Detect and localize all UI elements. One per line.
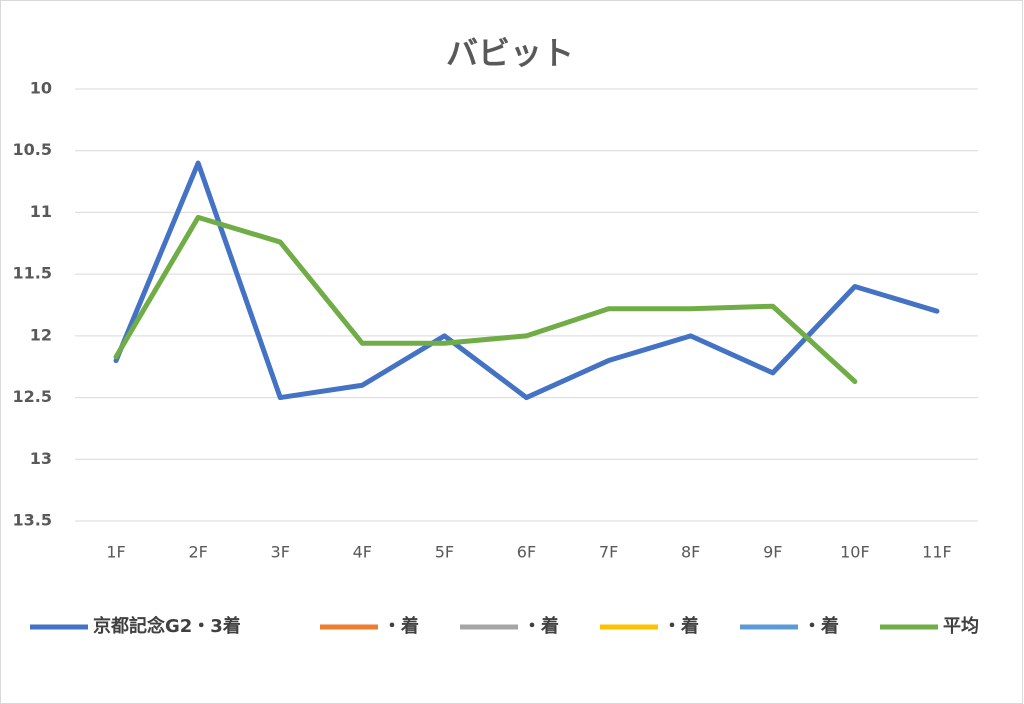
legend-label: 平均 [943,615,979,637]
x-tick-label: 3F [271,543,290,562]
x-tick-label: 8F [681,543,700,562]
x-tick-label: 10F [840,543,870,562]
y-tick-label: 11.5 [13,264,52,283]
y-tick-label: 12.5 [13,387,52,406]
y-tick-label: 12 [30,325,52,344]
chart-title: バビット [446,34,574,72]
legend-label: ・着 [663,615,699,637]
series-line [113,214,858,385]
series-line [113,160,940,401]
legend-label: ・着 [803,615,839,637]
x-tick-label: 7F [599,543,618,562]
x-tick-label: 6F [517,543,536,562]
x-tick-label: 11F [922,543,952,562]
x-tick-label: 9F [763,543,782,562]
y-tick-label: 11 [30,202,52,221]
y-tick-label: 10 [30,79,52,98]
legend-label: ・着 [383,615,419,637]
y-tick-label: 10.5 [13,140,52,159]
x-tick-label: 5F [435,543,454,562]
legend-label: 京都記念G2・3着 [93,615,241,637]
x-tick-label: 2F [188,543,207,562]
y-tick-label: 13 [30,449,52,468]
x-tick-label: 4F [353,543,372,562]
x-tick-label: 1F [106,543,125,562]
y-tick-label: 13.5 [13,511,52,530]
legend-label: ・着 [523,615,559,637]
